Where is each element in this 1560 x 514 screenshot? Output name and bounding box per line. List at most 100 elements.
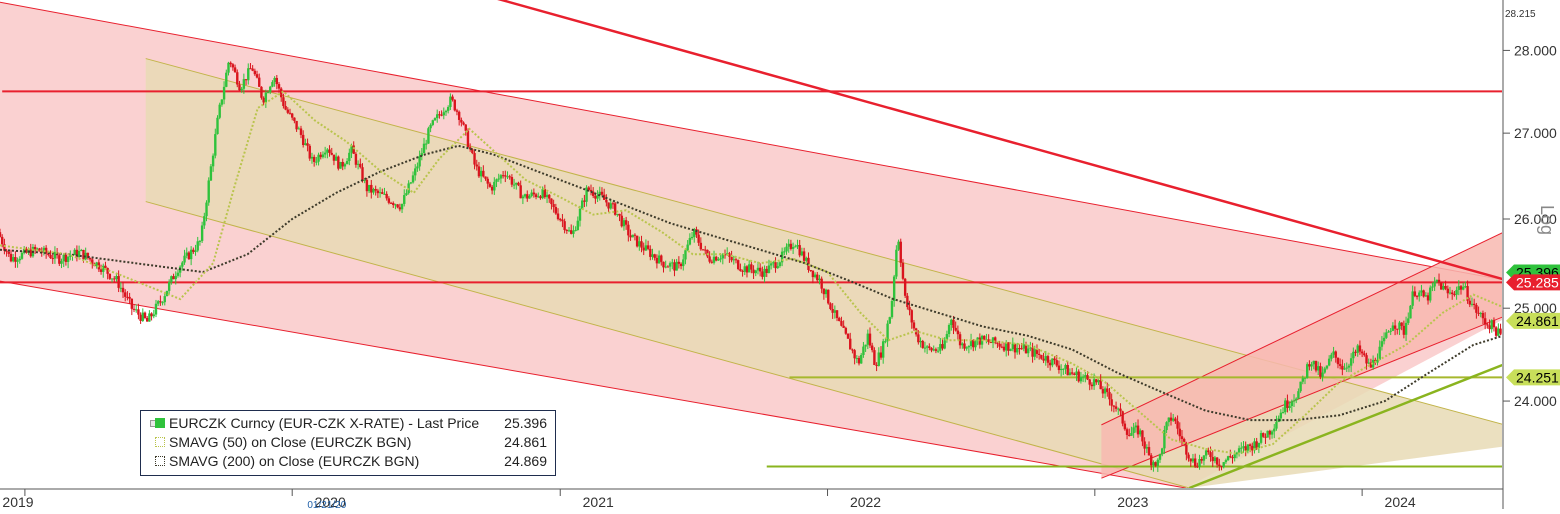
candle-body	[1042, 358, 1045, 361]
candle-body	[668, 263, 672, 267]
x-tick-label: 2023	[1117, 494, 1148, 509]
candle-body	[747, 264, 751, 273]
candle-body	[1136, 425, 1140, 435]
candle-body	[565, 230, 569, 232]
candle-body	[1189, 458, 1192, 462]
candle-body	[734, 259, 738, 261]
candle-body	[642, 247, 645, 251]
candle-body	[811, 270, 815, 278]
candle-body	[717, 259, 720, 261]
candle-body	[11, 257, 15, 262]
candle-body	[1494, 327, 1498, 336]
moving-averages-layer	[0, 90, 1502, 455]
candle-body	[827, 289, 830, 304]
candle-body	[860, 354, 863, 364]
candle-body	[1051, 358, 1054, 366]
candle-body	[488, 183, 492, 187]
candle-body	[862, 346, 865, 355]
candle-body	[1046, 356, 1050, 363]
candle-body	[332, 154, 336, 161]
candle-body	[126, 296, 129, 298]
candle-body	[688, 238, 692, 245]
candle-body	[477, 166, 481, 177]
candle-body	[1084, 375, 1087, 377]
channel-layer	[0, 1, 1502, 488]
candle-body	[1442, 285, 1445, 290]
candle-body	[624, 220, 628, 225]
candle-body	[1090, 384, 1094, 387]
candle-body	[495, 179, 498, 182]
legend-swatch-price	[155, 418, 165, 428]
candle-body	[1415, 295, 1419, 297]
candle-body	[135, 309, 138, 311]
candle-body	[710, 261, 714, 263]
candle-body	[572, 230, 575, 234]
candle-body	[967, 346, 971, 348]
candle-body	[315, 161, 318, 163]
candle-body	[679, 263, 683, 267]
candle-body	[868, 333, 872, 346]
candle-body	[1323, 368, 1326, 373]
candle-body	[1332, 351, 1335, 355]
candle-body	[110, 278, 114, 280]
candle-body	[1433, 281, 1436, 287]
candle-body	[886, 323, 889, 342]
candle-body	[1367, 362, 1370, 364]
candle-body	[899, 241, 902, 263]
candle-body	[618, 213, 621, 216]
candle-body	[1068, 372, 1072, 376]
candle-body	[767, 265, 771, 273]
candle-body	[47, 253, 50, 255]
candle-body	[1437, 279, 1441, 283]
candle-body	[440, 114, 443, 116]
candle-body	[1409, 305, 1412, 319]
candle-body	[699, 242, 703, 250]
candle-body	[591, 191, 595, 196]
candle-body	[1244, 446, 1247, 451]
candle-body	[1073, 373, 1076, 375]
candle-body	[1453, 294, 1456, 296]
candle-body	[205, 202, 208, 217]
candle-body	[1444, 285, 1447, 289]
candle-body	[1092, 379, 1096, 387]
candle-body	[1240, 447, 1243, 449]
candle-body	[189, 249, 193, 260]
candle-body	[934, 349, 938, 351]
candle-body	[1393, 325, 1397, 329]
candle-body	[1347, 365, 1351, 368]
candle-body	[1035, 349, 1039, 354]
candle-body	[58, 255, 61, 264]
candle-body	[824, 289, 828, 295]
candle-body	[789, 243, 793, 249]
candle-body	[849, 338, 852, 350]
candle-body	[1202, 455, 1206, 461]
candle-body	[1314, 360, 1318, 371]
candle-body	[1013, 343, 1017, 353]
candle-body	[236, 72, 239, 85]
candle-body	[378, 192, 382, 194]
legend-swatch-sma50	[155, 437, 165, 447]
candle-body	[1483, 318, 1487, 325]
candle-body	[77, 250, 81, 258]
candle-body	[589, 189, 593, 192]
candle-body	[1319, 366, 1322, 377]
candle-body	[444, 110, 448, 113]
candle-body	[1459, 286, 1463, 290]
candle-body	[1121, 411, 1124, 424]
trend-line-1	[1188, 363, 1502, 488]
candle-body	[468, 147, 472, 150]
candle-body	[682, 259, 685, 267]
candle-body	[1431, 286, 1434, 288]
candle-body	[493, 181, 496, 191]
candle-body	[537, 196, 540, 198]
candle-body	[328, 149, 331, 153]
candle-body	[622, 220, 626, 227]
candle-body	[1402, 325, 1406, 335]
candle-body	[1352, 351, 1355, 359]
candle-body	[550, 198, 553, 205]
candle-body	[1343, 368, 1346, 370]
candle-body	[1191, 458, 1195, 462]
candle-body	[657, 255, 661, 264]
candle-body	[86, 252, 90, 258]
candle-body	[693, 229, 696, 237]
